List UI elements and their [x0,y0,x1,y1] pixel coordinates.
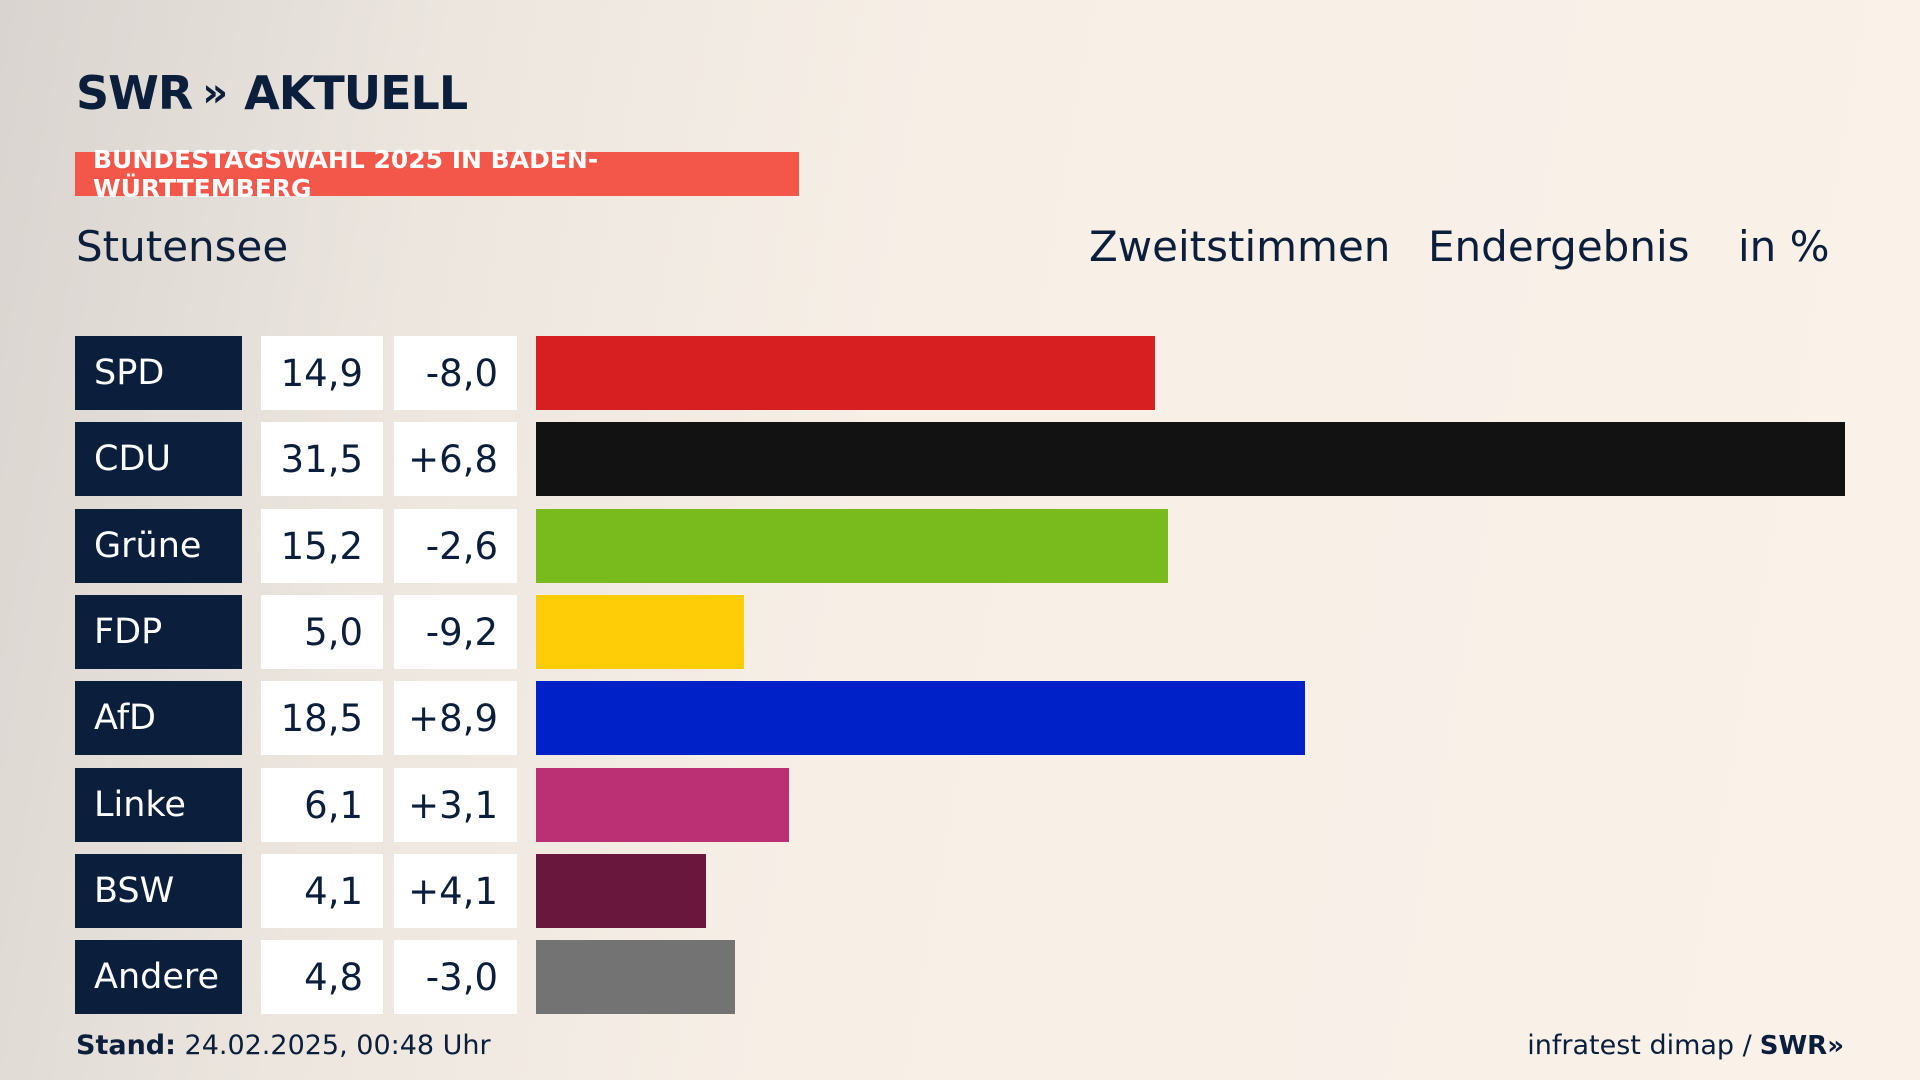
header-vote-type: Zweitstimmen [1089,222,1391,271]
logo-chevrons-icon: » [202,70,228,116]
stand-label: Stand: [76,1030,176,1061]
party-label: BSW [75,854,242,928]
result-bar [536,681,1305,755]
vote-share: 15,2 [261,509,383,583]
party-label: Linke [75,768,242,842]
source-chevrons-icon: » [1827,1030,1844,1061]
election-kicker: BUNDESTAGSWAHL 2025 IN BADEN-WÜRTTEMBERG [75,145,799,203]
vote-change: -3,0 [394,940,517,1014]
header-status: Endergebnis [1428,222,1690,271]
place-title: Stutensee [76,222,289,271]
vote-share: 18,5 [261,681,383,755]
result-bar [536,768,789,842]
party-label: Grüne [75,509,242,583]
party-label: AfD [75,681,242,755]
result-bar [536,509,1168,583]
vote-change: +4,1 [394,854,517,928]
party-label: CDU [75,422,242,496]
vote-change: -9,2 [394,595,517,669]
vote-change: +8,9 [394,681,517,755]
stand-value: 24.02.2025, 00:48 Uhr [184,1030,491,1061]
result-bar [536,854,706,928]
vote-change: +6,8 [394,422,517,496]
vote-change: -2,6 [394,509,517,583]
result-bar [536,595,744,669]
footer-source: infratest dimap / SWR» [1527,1030,1844,1061]
vote-share: 4,8 [261,940,383,1014]
source-swr-logo: SWR» [1760,1031,1844,1061]
vote-change: -8,0 [394,336,517,410]
source-swr-text: SWR [1759,1030,1828,1061]
vote-share: 5,0 [261,595,383,669]
vote-share: 6,1 [261,768,383,842]
result-bar [536,422,1845,496]
vote-share: 14,9 [261,336,383,410]
vote-share: 4,1 [261,854,383,928]
vote-share: 31,5 [261,422,383,496]
header-unit: in % [1738,222,1830,271]
result-bar [536,336,1155,410]
logo-aktuell: AKTUELL [244,66,468,120]
footer-stand: Stand: 24.02.2025, 00:48 Uhr [76,1030,491,1061]
party-label: Andere [75,940,242,1014]
result-bar [536,940,735,1014]
swr-aktuell-logo: SWR» AKTUELL [76,66,468,120]
source-text: infratest dimap / [1527,1030,1752,1061]
vote-change: +3,1 [394,768,517,842]
party-label: FDP [75,595,242,669]
logo-swr: SWR [76,66,193,120]
party-label: SPD [75,336,242,410]
